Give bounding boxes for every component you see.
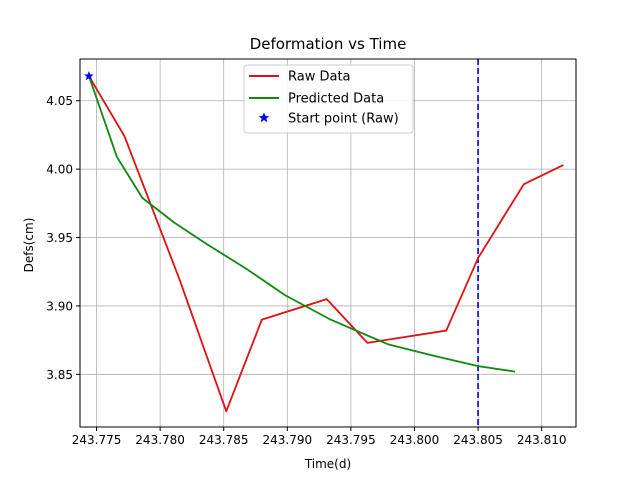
chart-title: Deformation vs Time xyxy=(250,35,407,53)
x-tick-label: 243.800 xyxy=(390,433,440,447)
x-axis-label: Time(d) xyxy=(304,457,351,471)
grid-layer xyxy=(80,59,576,427)
x-tick-label: 243.805 xyxy=(453,433,503,447)
x-tick-label: 243.795 xyxy=(326,433,376,447)
legend-label-raw-data: Raw Data xyxy=(288,70,351,85)
legend-frame xyxy=(243,64,414,134)
x-tick-label: 243.790 xyxy=(262,433,312,447)
plot-frame xyxy=(79,58,577,428)
y-tick-label: 4.05 xyxy=(46,94,73,108)
legend-label-start-point: Start point (Raw) xyxy=(288,112,399,127)
y-tick-label: 3.85 xyxy=(46,368,73,382)
axes-layer: 243.775 243.780 243.785 243.790 243.795 243.8… xyxy=(46,58,577,447)
start-point-marker xyxy=(84,71,94,81)
y-axis-label: Defs(cm) xyxy=(22,218,36,273)
y-tick-label: 3.90 xyxy=(46,299,73,313)
x-tick-label: 243.780 xyxy=(135,433,185,447)
raw-data-line xyxy=(88,75,564,413)
x-tick-label: 243.785 xyxy=(199,433,249,447)
y-tick-label: 4.00 xyxy=(46,163,73,177)
legend-swatch-start-point xyxy=(258,112,270,123)
x-tick-label: 243.775 xyxy=(72,433,122,447)
legend-label-predicted-data: Predicted Data xyxy=(288,92,384,107)
y-tick-label: 3.95 xyxy=(46,231,73,245)
data-layer xyxy=(84,59,564,427)
x-tick-label: 243.810 xyxy=(517,433,567,447)
legend: Raw Data Predicted Data Start point (Raw… xyxy=(243,64,414,134)
predicted-data-line xyxy=(88,75,516,373)
